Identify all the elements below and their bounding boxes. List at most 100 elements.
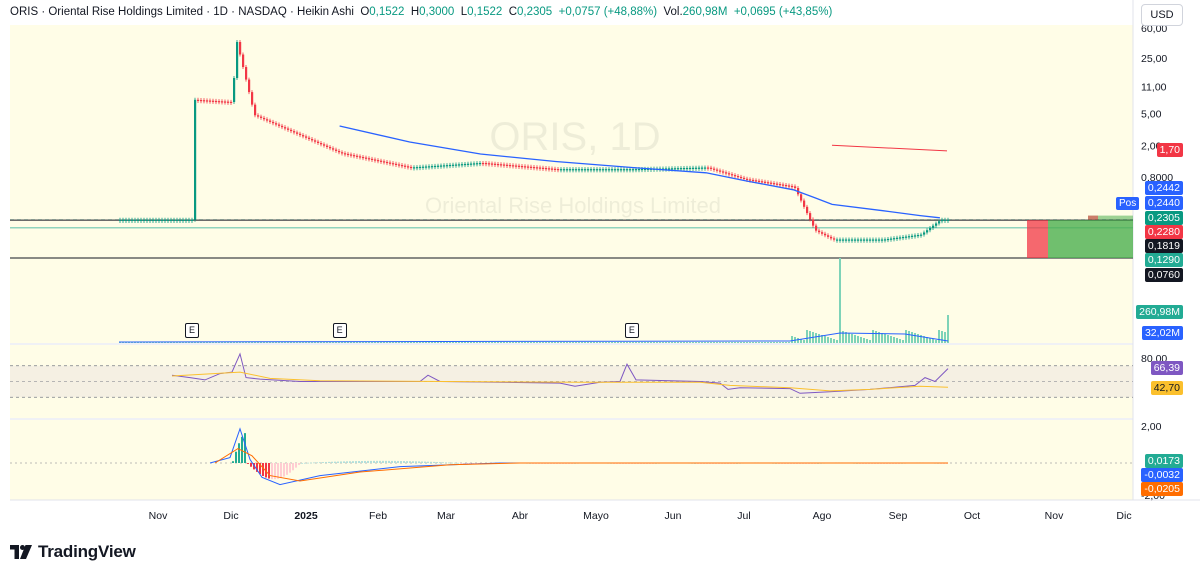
- volume-bar: [749, 342, 751, 343]
- interval[interactable]: 1D: [213, 6, 228, 18]
- macd-histogram-bar: [268, 463, 270, 479]
- candle: [791, 185, 794, 188]
- volume-bar: [377, 342, 379, 343]
- volume-bar: [599, 342, 601, 343]
- candle: [401, 165, 404, 167]
- volume-bar: [464, 342, 466, 343]
- candle: [212, 100, 215, 102]
- volume-bar: [704, 342, 706, 343]
- chart-area[interactable]: ORIS, 1D Oriental Rise Holdings Limited No…: [0, 0, 1200, 530]
- macd-histogram-bar: [421, 461, 423, 463]
- macd-histogram-bar: [259, 463, 261, 475]
- volume-bar: [842, 331, 844, 343]
- candle: [908, 236, 911, 238]
- volume-bar: [353, 342, 355, 343]
- volume-bar: [593, 342, 595, 343]
- macd-histogram-bar: [409, 461, 411, 463]
- candle: [554, 168, 557, 170]
- candle: [383, 161, 386, 163]
- candle: [134, 219, 137, 221]
- volume-bar: [737, 342, 739, 343]
- candle: [599, 169, 602, 171]
- currency-button[interactable]: USD: [1141, 4, 1183, 26]
- volume-bar: [488, 342, 490, 343]
- candle: [548, 168, 551, 170]
- position-tag[interactable]: Pos: [1116, 197, 1140, 210]
- volume-bar: [569, 342, 571, 343]
- macd-histogram-bar: [454, 462, 456, 464]
- macd-histogram-bar: [442, 462, 444, 464]
- time-tick-label: Mar: [437, 510, 456, 522]
- macd-histogram-bar: [448, 462, 450, 464]
- time-tick-label: Mayo: [583, 510, 609, 522]
- candle: [416, 167, 419, 169]
- chart-canvas[interactable]: ORIS, 1D Oriental Rise Holdings Limited No…: [0, 0, 1200, 530]
- volume-bar: [782, 342, 784, 343]
- candle: [482, 162, 485, 165]
- time-tick-label: Nov: [149, 510, 168, 522]
- candle: [488, 163, 491, 165]
- candle: [857, 239, 860, 241]
- volume-bar: [827, 337, 829, 343]
- volume-bar: [680, 342, 682, 343]
- candle: [851, 239, 854, 241]
- volume-bar: [296, 342, 298, 343]
- macd-histogram-bar: [445, 462, 447, 464]
- volume-bar: [461, 342, 463, 343]
- candle: [425, 166, 428, 168]
- candle: [497, 163, 500, 166]
- volume-bar: [545, 342, 547, 343]
- candle: [215, 100, 218, 103]
- macd-histogram-bar: [349, 461, 351, 463]
- volume-bar: [404, 342, 406, 343]
- macd-histogram-bar: [397, 460, 399, 463]
- earnings-marker[interactable]: E: [332, 323, 347, 338]
- volume-bar: [758, 342, 760, 343]
- candle: [911, 235, 914, 237]
- position-loss-zone: [1027, 220, 1048, 258]
- volume-bar: [527, 342, 529, 343]
- candle: [920, 234, 923, 236]
- candle: [557, 169, 560, 171]
- volume-bar: [905, 330, 907, 343]
- volume-bar: [119, 342, 121, 343]
- volume-bar: [797, 338, 799, 343]
- candle: [620, 169, 623, 171]
- volume-bar: [407, 342, 409, 343]
- candle: [170, 219, 173, 221]
- volume-bar: [740, 342, 742, 343]
- candle: [509, 165, 512, 167]
- candle: [671, 168, 674, 170]
- macd-histogram-bar: [265, 463, 267, 478]
- candle: [449, 164, 452, 167]
- volume-bar: [875, 331, 877, 343]
- volume-bar: [257, 342, 259, 343]
- tradingview-logo-icon: [10, 545, 32, 559]
- volume-bar: [287, 342, 289, 343]
- volume-bar: [446, 342, 448, 343]
- macd-histogram-bar: [322, 462, 324, 463]
- volume-bar: [935, 340, 937, 343]
- macd-histogram-bar: [244, 433, 246, 463]
- volume-bar: [533, 342, 535, 343]
- earnings-marker[interactable]: E: [185, 323, 200, 338]
- macd-histogram-bar: [313, 462, 315, 464]
- earnings-marker[interactable]: E: [624, 323, 639, 338]
- volume-bar: [590, 342, 592, 343]
- macd-histogram-bar: [247, 463, 249, 464]
- candle: [233, 78, 236, 103]
- candle: [575, 169, 578, 171]
- volume-bar: [329, 342, 331, 343]
- volume-bar: [743, 342, 745, 343]
- candle: [905, 236, 908, 238]
- chart-style[interactable]: Heikin Ashi: [297, 6, 354, 18]
- volume-bar: [419, 342, 421, 343]
- candle: [536, 167, 539, 169]
- macd-histogram-bar: [400, 461, 402, 463]
- tradingview-logo[interactable]: TradingView: [10, 542, 136, 562]
- symbol-ticker[interactable]: ORIS: [10, 6, 39, 18]
- candle: [353, 155, 356, 157]
- volume-bar: [731, 342, 733, 343]
- candle: [821, 232, 824, 234]
- volume-bar: [833, 339, 835, 343]
